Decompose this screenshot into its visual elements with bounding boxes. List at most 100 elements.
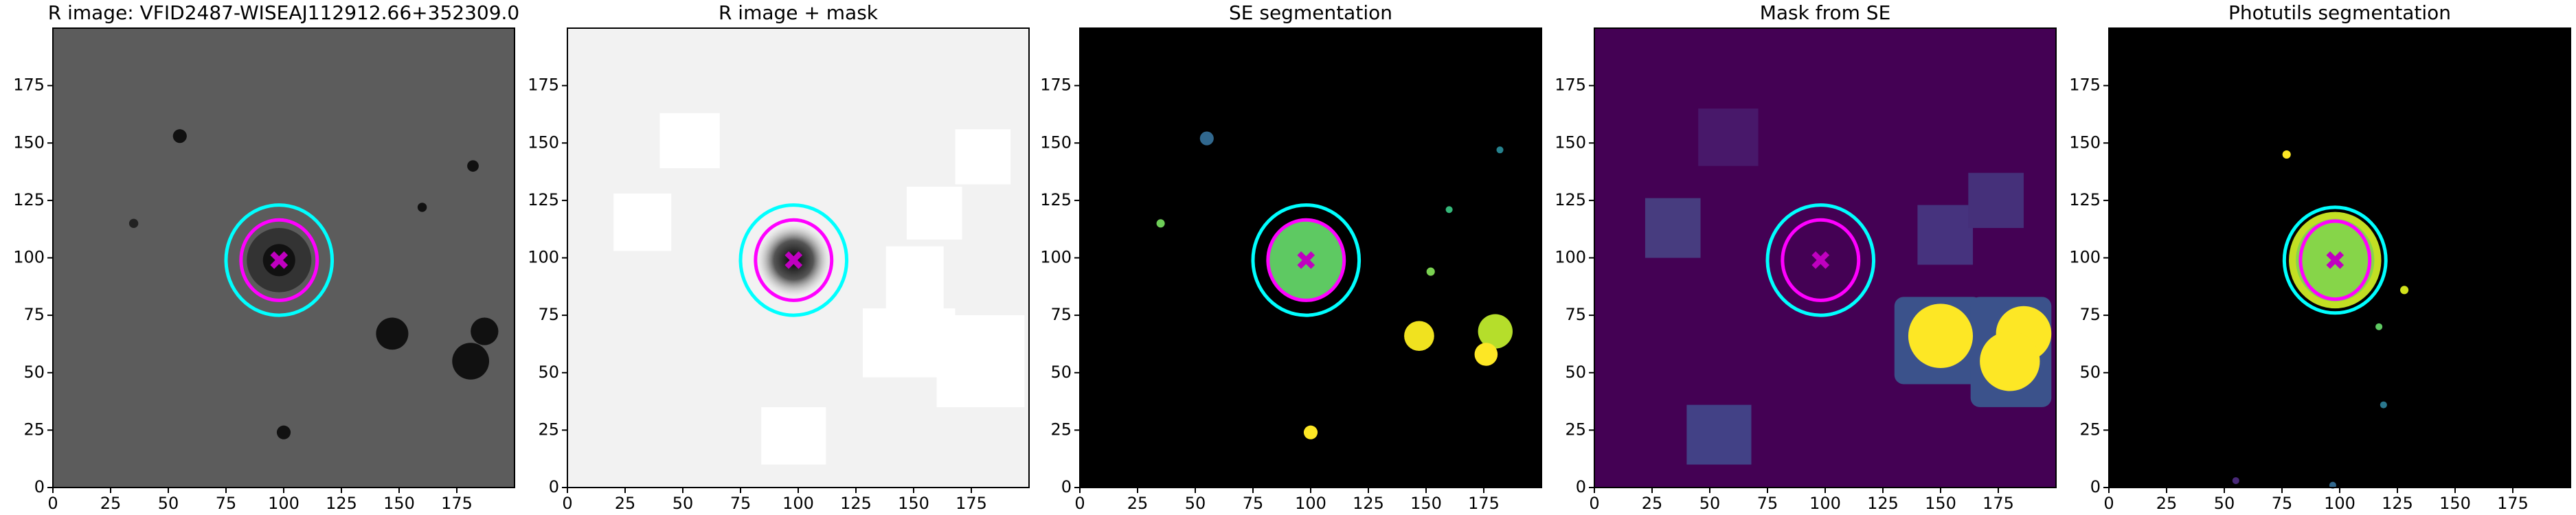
y-tick-label: 175 <box>1040 76 1072 95</box>
x-tick-label: 125 <box>1353 494 1384 513</box>
x-tick-label: 150 <box>898 494 929 513</box>
image-content <box>1645 108 2052 465</box>
y-tick-label: 175 <box>528 76 559 95</box>
y-tick-label: 75 <box>538 305 559 324</box>
y-tick-label: 50 <box>23 363 45 382</box>
panel-title: Photutils segmentation <box>2228 1 2451 24</box>
x-tick-label: 175 <box>956 494 987 513</box>
y-tick-label: 125 <box>13 190 45 209</box>
y-tick-label: 175 <box>13 76 45 95</box>
x-tick-label: 75 <box>216 494 237 513</box>
x-tick-label: 50 <box>1699 494 1721 513</box>
y-tick-label: 100 <box>1040 248 1072 267</box>
x-tick-label: 25 <box>2156 494 2178 513</box>
y-tick-label: 25 <box>23 420 45 439</box>
center-marker <box>1811 251 1830 269</box>
y-tick-label: 100 <box>1555 248 1586 267</box>
x-tick-label: 175 <box>1468 494 1500 513</box>
aperture-ellipse <box>1251 203 1362 317</box>
y-tick-label: 50 <box>1050 363 1072 382</box>
panel-title: R image + mask <box>719 1 879 24</box>
y-tick-label: 125 <box>1040 190 1072 209</box>
x-tick-label: 150 <box>2439 494 2471 513</box>
y-tick-label: 50 <box>538 363 559 382</box>
y-tick-label: 25 <box>1565 420 1586 439</box>
x-tick-label: 100 <box>1295 494 1326 513</box>
x-tick-label: 75 <box>730 494 752 513</box>
x-tick-label: 50 <box>1185 494 1206 513</box>
y-tick-label: 100 <box>2069 248 2101 267</box>
y-tick-label: 0 <box>34 477 45 496</box>
aperture-ellipse <box>738 203 849 317</box>
y-tick-label: 0 <box>1061 477 1072 496</box>
y-tick-label: 25 <box>2079 420 2101 439</box>
x-tick-label: 75 <box>1243 494 1264 513</box>
x-tick-label: 0 <box>47 494 58 513</box>
x-tick-label: 125 <box>840 494 872 513</box>
y-tick-label: 150 <box>1555 133 1586 152</box>
x-tick-label: 50 <box>2214 494 2235 513</box>
x-tick-label: 175 <box>1982 494 2014 513</box>
y-tick-label: 25 <box>1050 420 1072 439</box>
y-tick-label: 50 <box>2079 363 2101 382</box>
x-tick-label: 75 <box>2272 494 2293 513</box>
x-tick-label: 50 <box>158 494 179 513</box>
y-tick-label: 150 <box>13 133 45 152</box>
center-marker <box>784 251 803 269</box>
x-tick-label: 150 <box>383 494 415 513</box>
y-tick-label: 175 <box>1555 76 1586 95</box>
aperture-ellipse <box>1781 218 1861 302</box>
x-tick-label: 25 <box>615 494 636 513</box>
x-tick-label: 125 <box>2382 494 2413 513</box>
x-tick-label: 100 <box>2324 494 2355 513</box>
aperture-ellipse <box>1266 218 1346 302</box>
x-tick-label: 150 <box>1410 494 1442 513</box>
x-tick-label: 50 <box>673 494 694 513</box>
center-marker <box>2326 251 2345 269</box>
x-tick-label: 0 <box>1589 494 1599 513</box>
x-tick-label: 150 <box>1925 494 1956 513</box>
x-tick-label: 175 <box>441 494 473 513</box>
y-tick-label: 25 <box>538 420 559 439</box>
y-tick-label: 125 <box>528 190 559 209</box>
panel-title: SE segmentation <box>1229 1 1392 24</box>
x-tick-label: 25 <box>1642 494 1663 513</box>
x-tick-label: 175 <box>2497 494 2529 513</box>
aperture-ellipse <box>239 218 319 302</box>
y-tick-label: 50 <box>1565 363 1586 382</box>
y-tick-label: 125 <box>2069 190 2101 209</box>
x-tick-label: 100 <box>268 494 300 513</box>
aperture-ellipse <box>224 203 335 317</box>
x-tick-label: 100 <box>782 494 814 513</box>
x-tick-label: 25 <box>100 494 122 513</box>
x-tick-label: 0 <box>1074 494 1085 513</box>
y-tick-label: 0 <box>2090 477 2101 496</box>
panel-title: Mask from SE <box>1760 1 1891 24</box>
x-tick-label: 125 <box>326 494 357 513</box>
center-marker <box>270 251 289 269</box>
y-tick-label: 150 <box>1040 133 1072 152</box>
y-tick-label: 0 <box>549 477 559 496</box>
y-tick-label: 125 <box>1555 190 1586 209</box>
y-tick-label: 150 <box>528 133 559 152</box>
aperture-ellipse <box>2298 219 2372 301</box>
x-tick-label: 0 <box>2103 494 2114 513</box>
x-tick-label: 25 <box>1127 494 1149 513</box>
y-tick-label: 75 <box>1565 305 1586 324</box>
y-tick-label: 75 <box>23 305 45 324</box>
aperture-ellipse <box>2282 205 2388 315</box>
y-tick-label: 75 <box>2079 305 2101 324</box>
aperture-ellipse <box>1765 203 1876 317</box>
y-tick-label: 100 <box>13 248 45 267</box>
y-tick-label: 100 <box>528 248 559 267</box>
x-tick-label: 75 <box>1757 494 1778 513</box>
center-marker <box>1297 251 1315 269</box>
y-tick-label: 150 <box>2069 133 2101 152</box>
y-tick-label: 75 <box>1050 305 1072 324</box>
x-tick-label: 0 <box>562 494 572 513</box>
x-tick-label: 100 <box>1809 494 1841 513</box>
x-tick-label: 125 <box>1867 494 1899 513</box>
aperture-ellipse <box>754 218 834 302</box>
y-tick-label: 175 <box>2069 76 2101 95</box>
